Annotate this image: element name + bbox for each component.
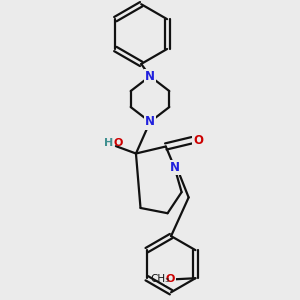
Text: O: O [165, 274, 175, 284]
Text: N: N [145, 70, 155, 83]
Text: CH₃: CH₃ [150, 274, 169, 284]
Text: H: H [104, 138, 113, 148]
Text: N: N [169, 161, 180, 174]
Text: O: O [193, 134, 203, 147]
Text: O: O [113, 138, 123, 148]
Text: N: N [145, 116, 155, 128]
